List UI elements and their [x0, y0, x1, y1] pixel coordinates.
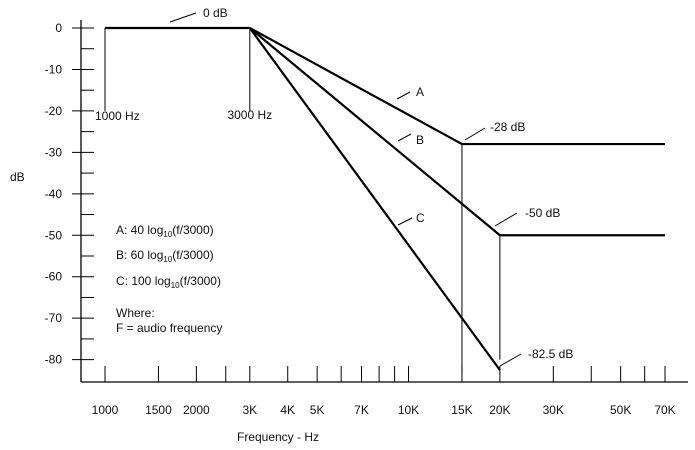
legend-note-definition: F = audio frequency: [116, 321, 222, 335]
annotation-0db: 0 dB: [203, 6, 228, 20]
annotation-minus-50db: -50 dB: [525, 206, 560, 220]
y-tick-label: 0: [55, 21, 62, 35]
x-tick-label: 2000: [183, 403, 210, 417]
series-lines: [105, 26, 665, 371]
x-tick-label: 15K: [451, 403, 472, 417]
series-label-b: B: [416, 133, 424, 147]
legend-item-a: A: 40 log10(f/3000): [116, 223, 214, 239]
x-tick-label: 3K: [242, 403, 257, 417]
leader-line: [396, 91, 411, 100]
x-tick-label: 20K: [489, 403, 510, 417]
annotation-minus-28db: -28 dB: [490, 120, 525, 134]
annotations: 0 dB 1000 Hz 3000 Hz -28 dB -50 dB -82.5 dB A B…: [95, 6, 573, 361]
series-b: [249, 27, 665, 237]
x-tick-label: 5K: [310, 403, 325, 417]
y-tick-label: -40: [45, 187, 63, 201]
x-tick-label: 7K: [354, 403, 369, 417]
leader-line: [494, 212, 518, 227]
y-tick-label: -20: [45, 104, 63, 118]
legend: A: 40 log10(f/3000) B: 60 log10(f/3000) …: [116, 223, 222, 335]
series-label-c: C: [416, 211, 425, 225]
x-tick-label: 50K: [610, 403, 631, 417]
leader-line: [397, 133, 412, 142]
y-axis-label: dB: [10, 170, 25, 184]
y-tick-label: -70: [45, 311, 63, 325]
series-c: [248, 27, 501, 371]
y-tick-label: -50: [45, 228, 63, 242]
y-tick-label: -30: [45, 145, 63, 159]
vertical-guides: [104, 28, 501, 375]
leader-line: [464, 127, 486, 141]
leader-line: [169, 12, 197, 23]
y-tick-label: -10: [45, 62, 63, 76]
x-tick-label: 1000: [92, 403, 119, 417]
series-label-a: A: [416, 85, 424, 99]
leader-line: [397, 217, 413, 226]
x-axis-label: Frequency - Hz: [237, 430, 319, 444]
legend-item-b: B: 60 log10(f/3000): [116, 248, 214, 264]
x-tick-label: 30K: [543, 403, 564, 417]
x-ticks: 1000 1500 2000 3K 4K 5K 7K 10K 15K 20K 30K 50K 70K: [92, 366, 676, 417]
x-tick-label: 4K: [280, 403, 295, 417]
legend-note-where: Where:: [116, 306, 155, 320]
annotation-1000hz: 1000 Hz: [95, 109, 140, 123]
y-tick-label: -60: [45, 270, 63, 284]
x-tick-label: 10K: [398, 403, 419, 417]
annotation-minus-82-5db: -82.5 dB: [528, 347, 573, 361]
leader-lines: [169, 12, 522, 367]
y-ticks: 0 -10 -20 -30 -40 -50 -60 -70 -80: [45, 21, 94, 367]
annotation-3000hz: 3000 Hz: [227, 108, 272, 122]
y-tick-label: -80: [45, 353, 63, 367]
x-tick-label: 70K: [654, 403, 675, 417]
series-a: [249, 27, 665, 146]
x-tick-label: 1500: [145, 403, 172, 417]
legend-item-c: C: 100 log10(f/3000): [116, 274, 221, 290]
leader-line: [499, 353, 522, 367]
